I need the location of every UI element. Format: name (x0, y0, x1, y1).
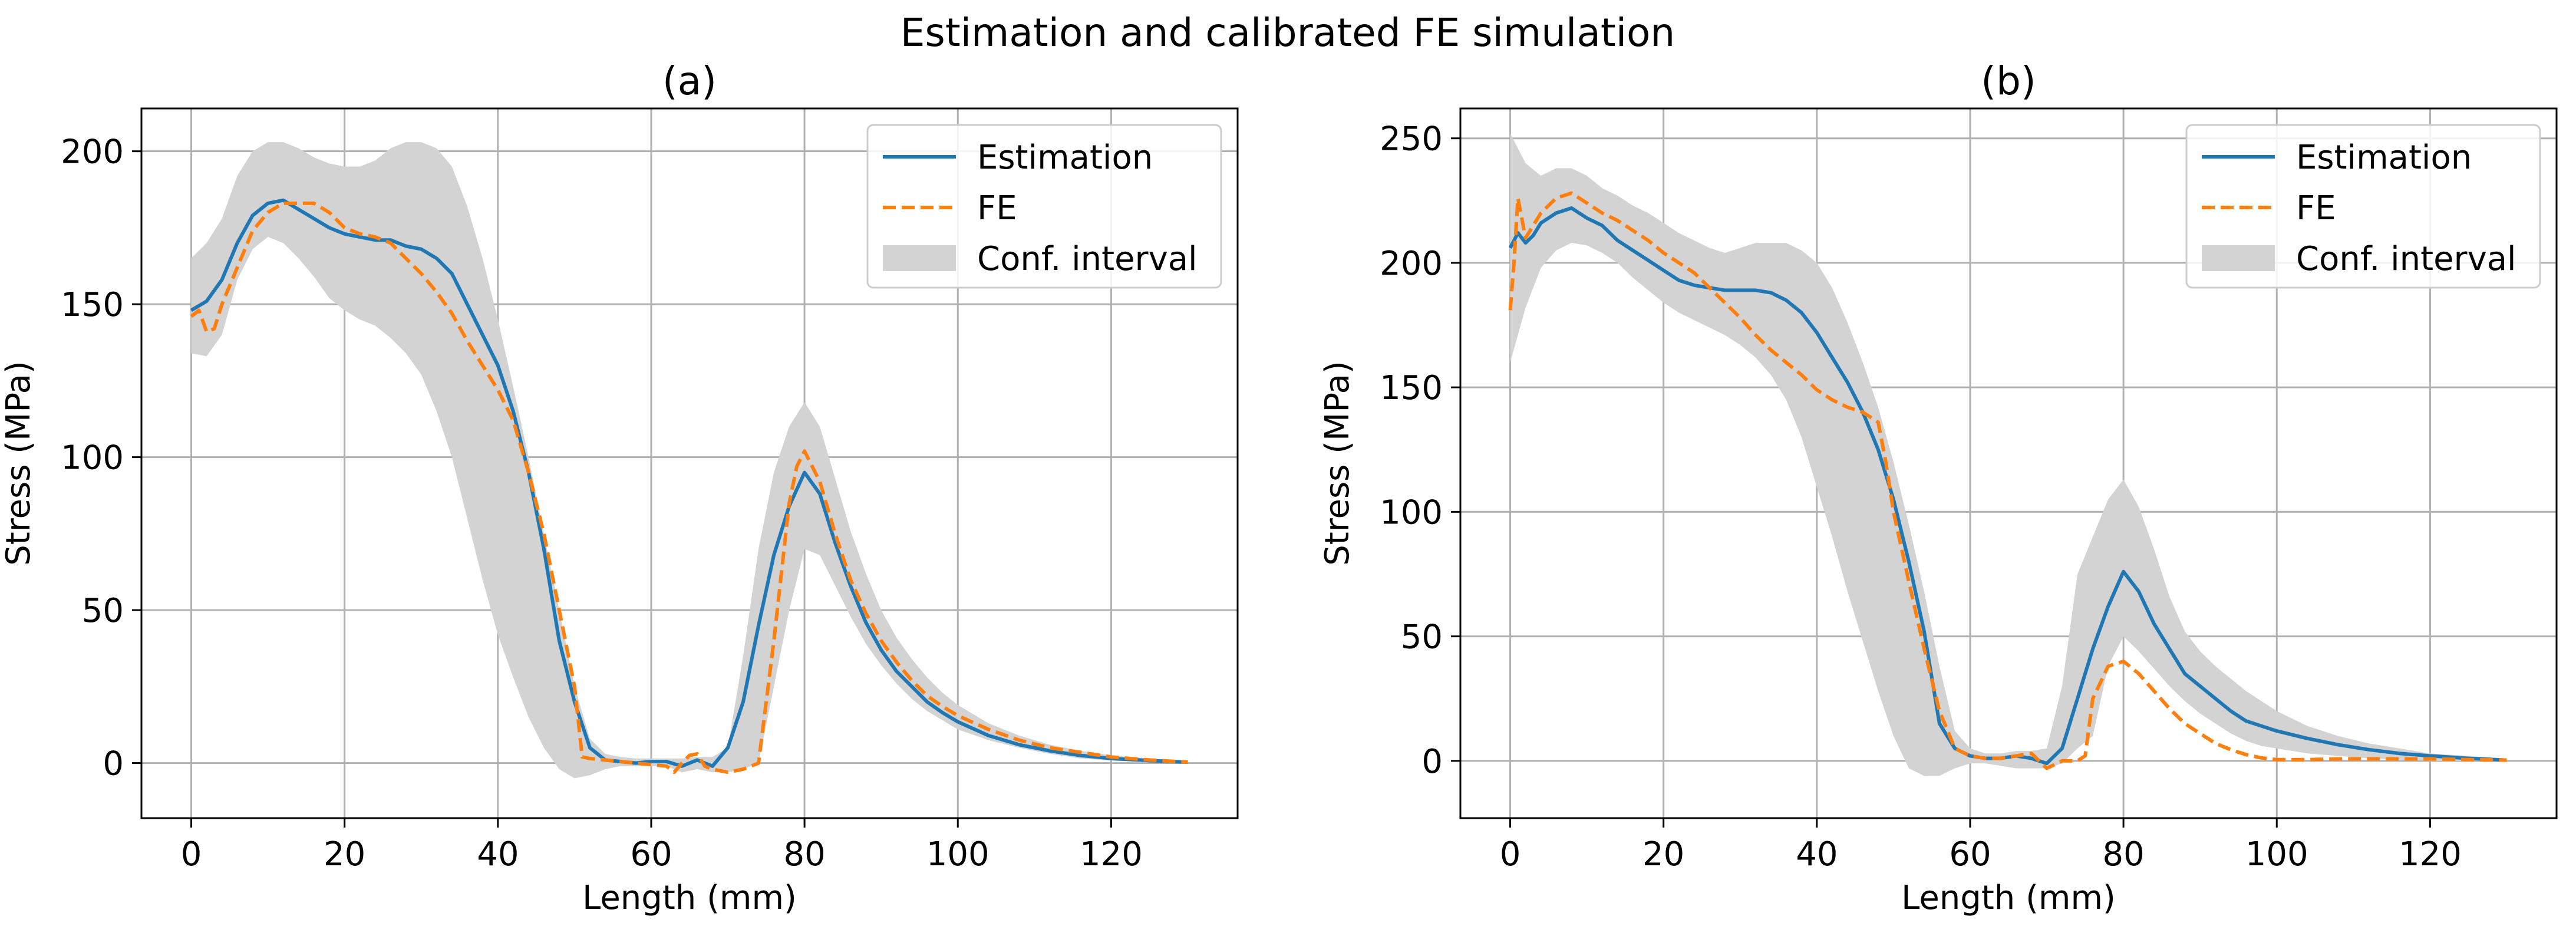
y-tick-label-b-2: 100 (1380, 493, 1443, 532)
y-tick-label-b-5: 250 (1380, 120, 1443, 159)
y-tick-label-b-4: 200 (1380, 245, 1443, 283)
legend-label-conf-interval-a: Conf. interval (977, 240, 1198, 278)
y-tick-label-b-1: 50 (1401, 618, 1443, 657)
x-tick-label-a-0: 0 (181, 835, 202, 874)
x-tick-label-a-5: 100 (926, 835, 989, 874)
x-tick-label-a-6: 120 (1080, 835, 1143, 874)
legend-label-estimation-b: Estimation (2296, 139, 2472, 177)
chart-panel-a: 0 20 40 60 80 100 120 0 50 100 150 200 (a) Length (mm… (0, 58, 1239, 917)
series-line-a-fe (190, 201, 1188, 775)
confidence-band-b (1510, 133, 2507, 776)
x-tick-label-b-4: 80 (2102, 835, 2144, 874)
x-tick-label-a-4: 80 (783, 835, 825, 874)
panel-title-b: (b) (1981, 58, 2036, 104)
y-tick-label-b-3: 150 (1380, 369, 1443, 407)
y-tick-label-a-3: 150 (61, 286, 124, 324)
x-tick-label-b-0: 0 (1500, 835, 1521, 874)
x-tick-label-a-3: 60 (630, 835, 672, 874)
plot-data-a (190, 142, 1188, 779)
y-tick-label-a-4: 200 (61, 133, 124, 172)
y-tick-label-a-0: 0 (103, 745, 124, 783)
legend-label-fe-a: FE (977, 189, 1017, 228)
ticks-a: 0 20 40 60 80 100 120 0 50 100 150 200 (61, 133, 1143, 874)
x-tick-label-a-1: 20 (324, 835, 365, 874)
legend-b: Estimation FE Conf. interval (2185, 124, 2541, 289)
series-line-b-estimation (1508, 206, 2507, 766)
x-tick-label-b-5: 100 (2245, 835, 2308, 874)
series-line-b-fe (1508, 191, 2507, 770)
plot-data-b (1508, 133, 2507, 776)
y-axis-label-a: Stress (MPa) (0, 361, 38, 565)
legend-a: Estimation FE Conf. interval (866, 124, 1222, 289)
legend-handle-conf-interval-b (2202, 245, 2275, 271)
y-tick-label-a-2: 100 (61, 439, 124, 477)
legend-handle-conf-interval-a (883, 245, 956, 271)
y-tick-label-a-1: 50 (82, 592, 124, 630)
legend-label-conf-interval-b: Conf. interval (2296, 240, 2516, 278)
x-axis-label-a: Length (mm) (582, 879, 797, 917)
x-tick-label-b-2: 40 (1796, 835, 1838, 874)
ticks-b: 0 20 40 60 80 100 120 0 50 100 150 200 250 (1380, 120, 2462, 874)
panel-title-a: (a) (662, 58, 717, 104)
confidence-band-a (191, 142, 1188, 779)
legend-label-estimation-a: Estimation (977, 139, 1153, 177)
x-tick-label-b-1: 20 (1642, 835, 1684, 874)
y-tick-label-b-0: 0 (1421, 743, 1443, 781)
axes-frame-b (1459, 107, 2558, 819)
chart-panel-b: 0 20 40 60 80 100 120 0 50 100 150 200 250 (b) Length … (1318, 58, 2558, 917)
figure-suptitle: Estimation and calibrated FE simulation (901, 10, 1675, 55)
x-axis-label-b: Length (mm) (1901, 879, 2116, 917)
axes-frame-a (140, 107, 1239, 819)
x-tick-label-b-3: 60 (1949, 835, 1991, 874)
y-axis-label-b: Stress (MPa) (1318, 361, 1357, 565)
x-tick-label-b-6: 120 (2399, 835, 2462, 874)
x-tick-label-a-2: 40 (477, 835, 519, 874)
legend-label-fe-b: FE (2296, 189, 2336, 228)
